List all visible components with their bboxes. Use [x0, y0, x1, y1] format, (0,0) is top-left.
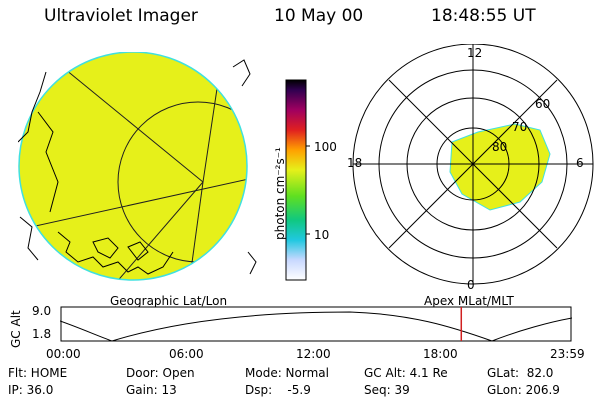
orbit-altitude-plot [60, 306, 572, 342]
info-dsp: Dsp: -5.9 [245, 383, 311, 397]
polar-label-6: 6 [576, 156, 584, 170]
orbit-y-max: 9.0 [32, 304, 52, 318]
date-label: 10 May 00 [274, 6, 364, 26]
polar-label-18: 18 [347, 156, 363, 170]
time-label-0000: 00:00 [46, 347, 81, 361]
time-label-2359: 23:59 [550, 347, 585, 361]
polar-label-0: 0 [467, 278, 475, 292]
time-label-0600: 06:00 [169, 347, 204, 361]
time-label-1200: 12:00 [296, 347, 331, 361]
info-glat: GLat: 82.0 [487, 366, 554, 380]
geographic-caption: Geographic Lat/Lon [110, 294, 228, 308]
time-label: 18:48:55 UT [431, 6, 536, 26]
orbit-y-min: 1.8 [32, 327, 52, 341]
info-ip: IP: 36.0 [8, 383, 54, 397]
polar-lat-80: 80 [492, 140, 508, 154]
colorbar [285, 79, 310, 281]
info-gain: Gain: 13 [126, 383, 177, 397]
colorbar-tick-10: 10 [314, 228, 330, 242]
info-glon: GLon: 206.9 [487, 383, 560, 397]
colorbar-tick-100: 100 [314, 140, 337, 154]
geographic-image [18, 52, 257, 281]
polar-label-12: 12 [467, 46, 483, 60]
info-seq: Seq: 39 [364, 383, 410, 397]
polar-plot [352, 44, 594, 285]
info-mode: Mode: Normal [245, 366, 329, 380]
instrument-title: Ultraviolet Imager [44, 6, 198, 26]
info-flight: Flt: HOME [8, 366, 68, 380]
info-gc-alt: GC Alt: 4.1 Re [364, 366, 448, 380]
colorbar-unit-label: photon cm⁻²s⁻¹ [273, 147, 287, 240]
polar-lat-70: 70 [512, 120, 528, 134]
time-label-1800: 18:00 [423, 347, 458, 361]
orbit-axis-title: GC Alt [9, 310, 23, 348]
apex-caption: Apex MLat/MLT [424, 294, 514, 308]
info-door: Door: Open [126, 366, 195, 380]
polar-lat-60: 60 [535, 97, 551, 111]
